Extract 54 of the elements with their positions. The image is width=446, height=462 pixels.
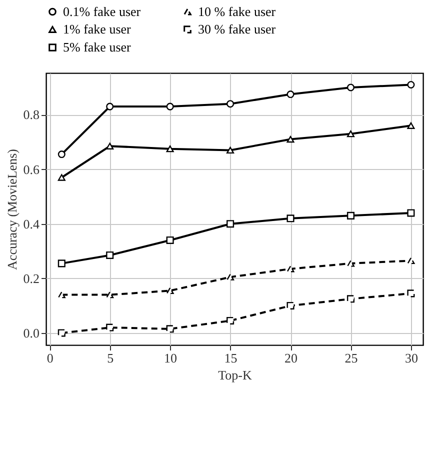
point [58, 329, 66, 337]
y-tick-label: 0.6 [23, 162, 40, 177]
x-tick-label: 15 [224, 350, 238, 366]
point [58, 150, 66, 158]
point [286, 90, 294, 98]
x-tick-label: 5 [107, 350, 114, 366]
point [346, 130, 354, 138]
point [346, 212, 354, 220]
y-tick-label: 0.8 [23, 107, 40, 122]
point [226, 316, 234, 324]
y-tick-label: 0.2 [23, 270, 40, 286]
x-tick-label: 30 [404, 350, 418, 366]
point [226, 146, 234, 154]
point [166, 236, 174, 244]
point [106, 142, 114, 150]
y-tick-label: 0.4 [23, 216, 40, 232]
point [226, 220, 234, 228]
legend-label: 30 % fake user [198, 22, 276, 36]
point [286, 266, 294, 272]
point [226, 274, 234, 280]
point [346, 260, 354, 267]
point [407, 209, 415, 217]
point [407, 122, 415, 129]
point [286, 302, 294, 310]
point [286, 136, 294, 143]
x-axis-title: Top-K [218, 368, 252, 382]
point [106, 102, 114, 110]
point [226, 100, 234, 108]
point [407, 257, 415, 264]
x-tick-label: 0 [46, 350, 54, 366]
point [166, 287, 174, 294]
legend-label: 5% fake user [63, 40, 132, 54]
point [407, 290, 415, 298]
x-tick-label: 20 [284, 350, 298, 366]
legend-label: 1% fake user [63, 22, 132, 36]
x-tick-label: 25 [344, 350, 358, 366]
y-tick-label: 0.0 [23, 325, 40, 340]
legend-label: 0.1% fake user [63, 4, 142, 19]
point [58, 291, 66, 298]
point [346, 295, 354, 303]
point [58, 260, 66, 268]
point [166, 325, 174, 333]
point [106, 291, 114, 298]
point [106, 251, 114, 260]
point [58, 174, 66, 181]
y-axis-title: Accuracy (MovieLens) [4, 149, 20, 270]
point [106, 324, 114, 332]
legend-label: 10 % fake user [198, 4, 276, 19]
point [346, 84, 354, 92]
point [166, 102, 174, 110]
point [286, 214, 294, 222]
point [166, 146, 174, 152]
point [407, 80, 415, 88]
x-tick-label: 10 [164, 350, 178, 366]
